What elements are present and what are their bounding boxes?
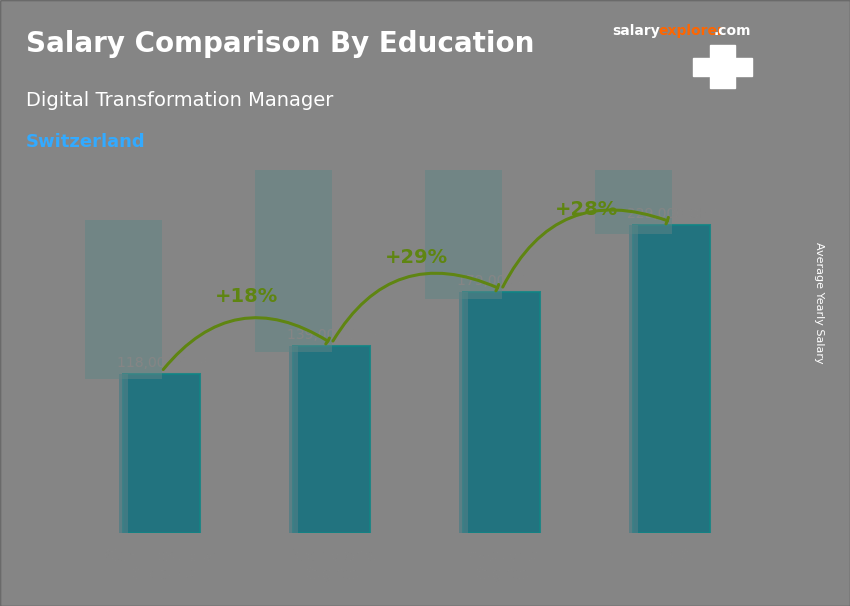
Text: Switzerland: Switzerland: [26, 133, 145, 152]
Bar: [293, 346, 370, 533]
Text: salary: salary: [612, 24, 660, 38]
Bar: [459, 292, 468, 533]
Text: Digital Transformation Manager: Digital Transformation Manager: [26, 91, 333, 110]
Bar: [595, 0, 672, 234]
Bar: [85, 220, 162, 379]
Bar: [633, 225, 710, 533]
Bar: [255, 164, 332, 351]
Bar: [693, 58, 752, 76]
Bar: [119, 375, 128, 533]
Text: 229,000 CHF: 229,000 CHF: [626, 207, 717, 221]
Text: explorer: explorer: [659, 24, 724, 38]
Text: 118,000 CHF: 118,000 CHF: [116, 356, 207, 370]
Text: .com: .com: [714, 24, 751, 38]
Bar: [289, 346, 297, 533]
Text: +28%: +28%: [555, 200, 618, 219]
Bar: [710, 45, 735, 88]
Bar: [629, 225, 638, 533]
Text: 179,000 CHF: 179,000 CHF: [456, 274, 547, 288]
Text: +29%: +29%: [385, 248, 448, 267]
Bar: [463, 292, 540, 533]
Text: Salary Comparison By Education: Salary Comparison By Education: [26, 30, 534, 58]
Text: +18%: +18%: [215, 287, 278, 306]
Bar: [123, 375, 200, 533]
Text: 139,000 CHF: 139,000 CHF: [286, 328, 377, 342]
Bar: [425, 58, 502, 299]
Text: Average Yearly Salary: Average Yearly Salary: [814, 242, 824, 364]
